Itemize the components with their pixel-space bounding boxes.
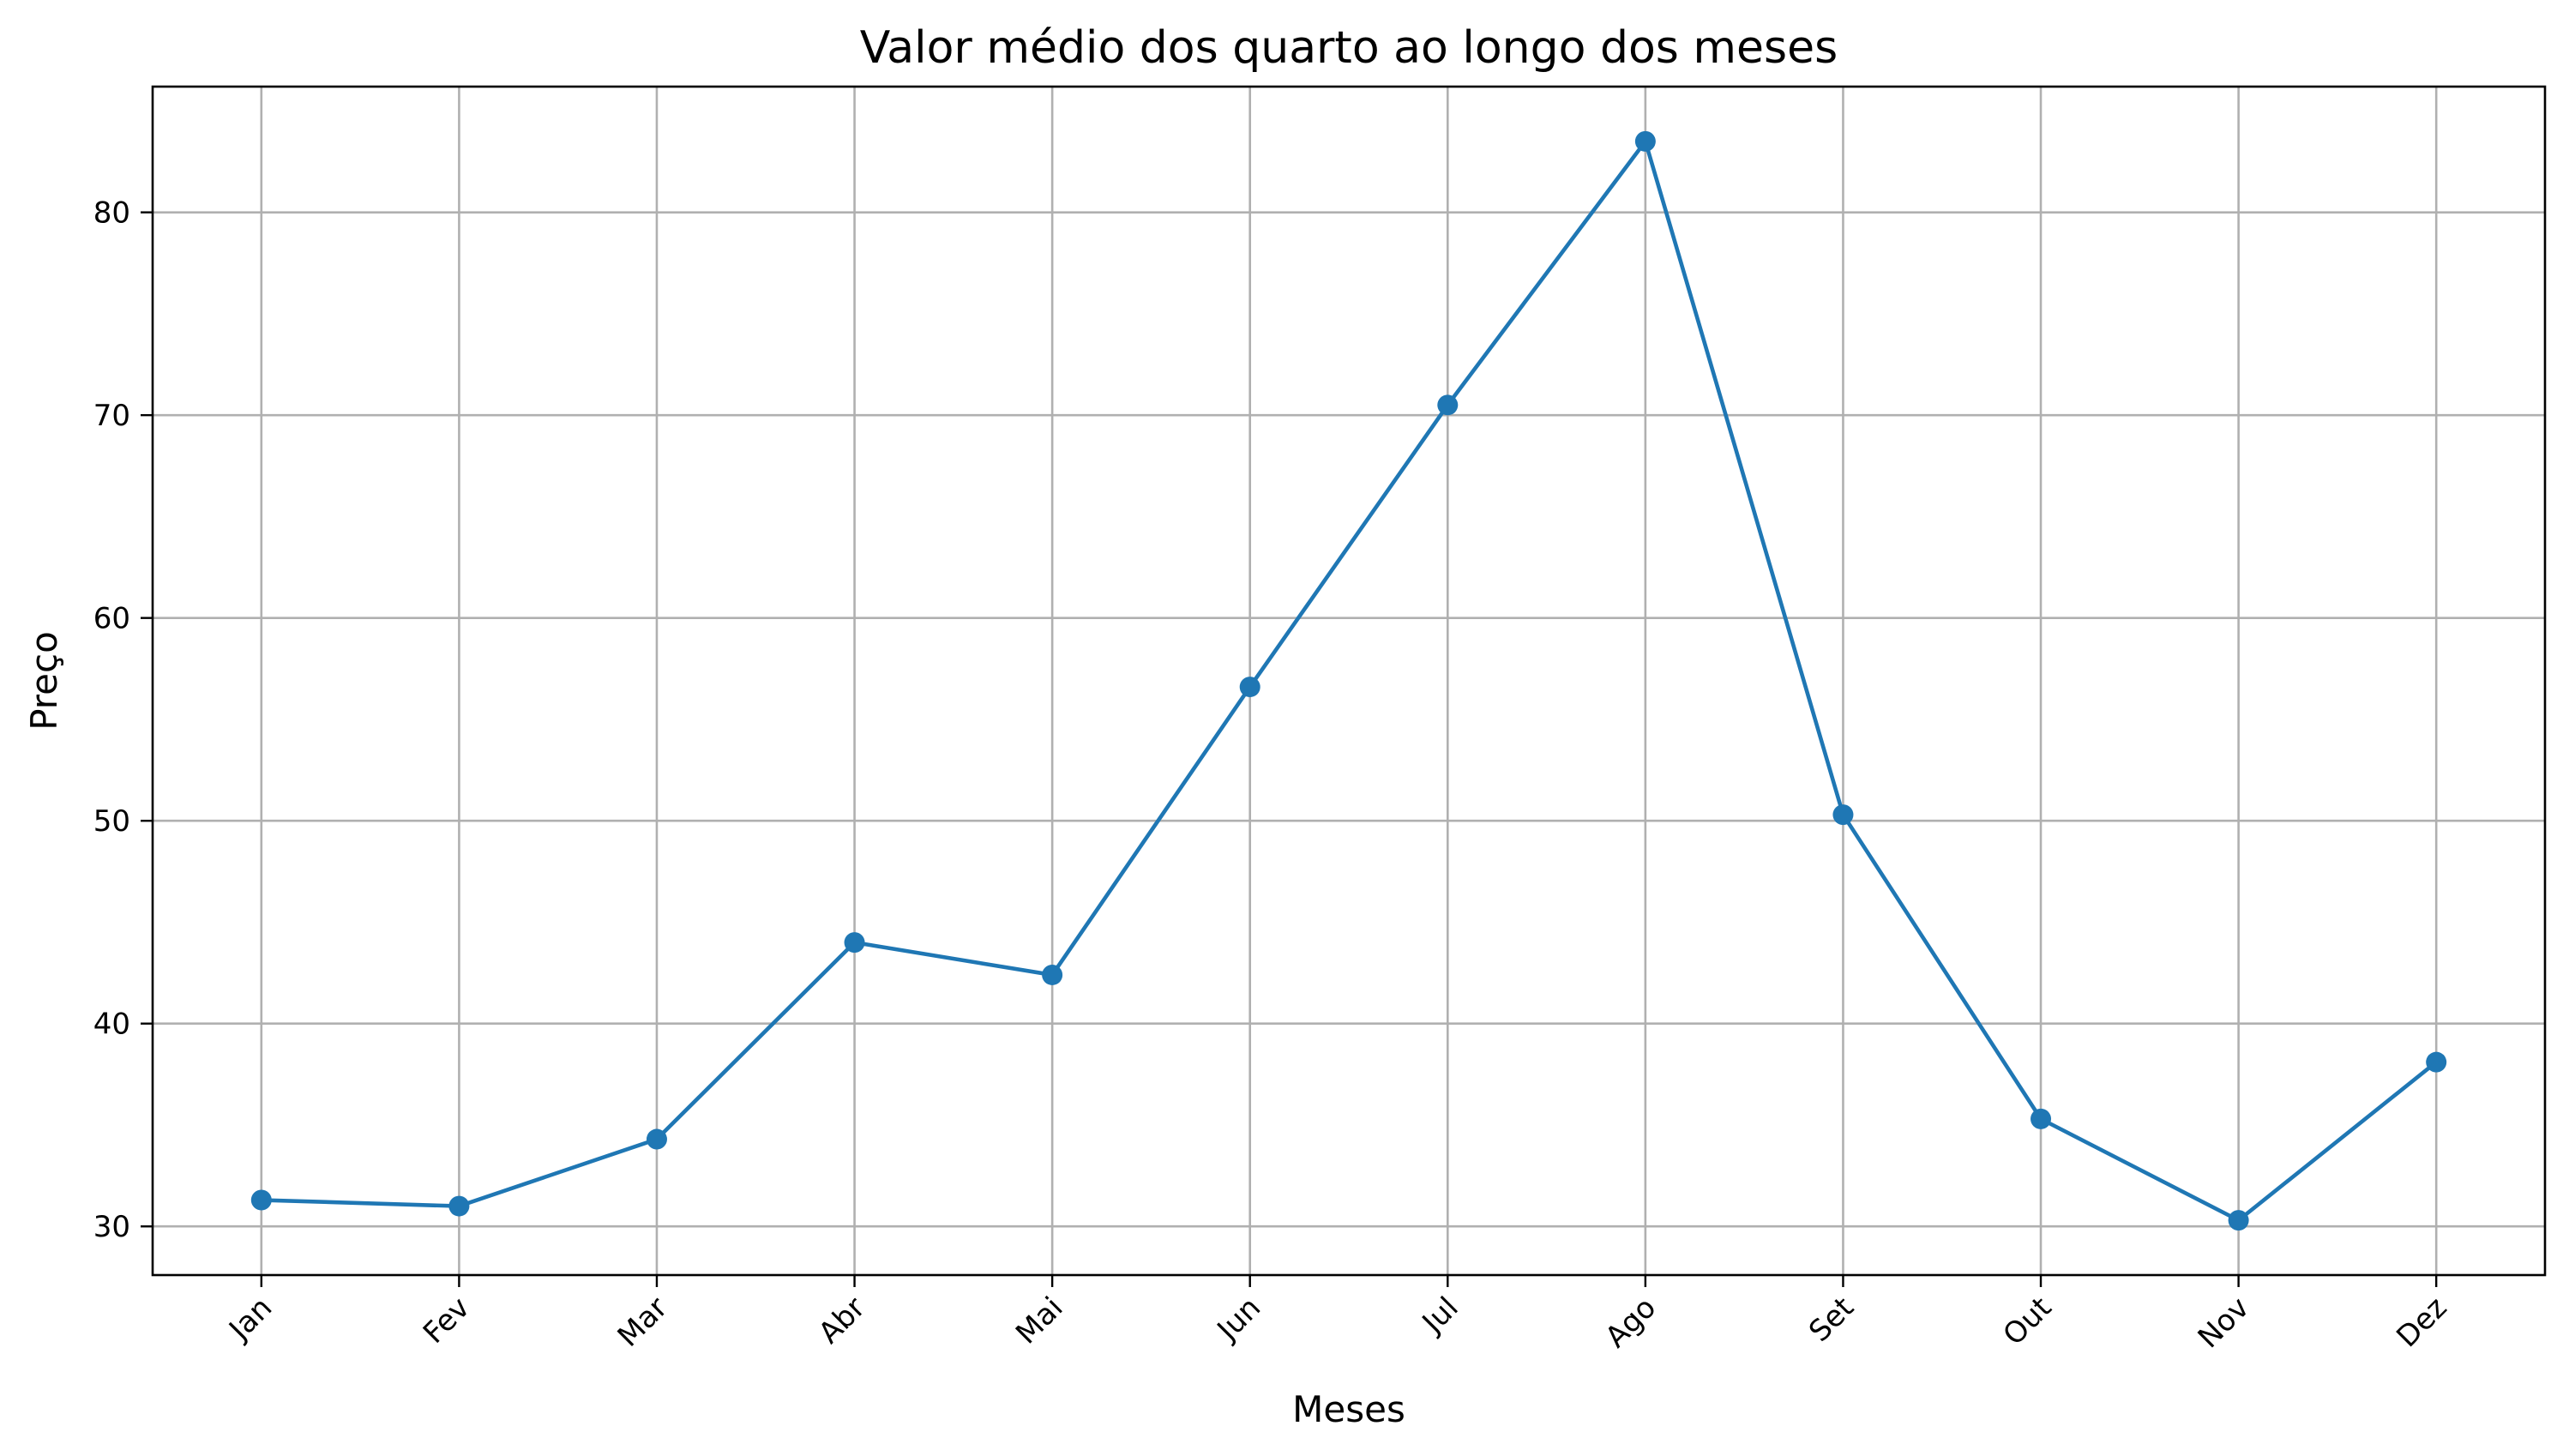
y-tick-label-30: 30 xyxy=(93,1210,130,1244)
y-tick-label-70: 70 xyxy=(93,399,130,433)
y-tick-label-50: 50 xyxy=(93,804,130,839)
data-point-set xyxy=(1832,804,1854,826)
data-point-jun xyxy=(1239,677,1260,698)
data-series xyxy=(250,130,2447,1231)
chart-title: Valor médio dos quarto ao longo dos mese… xyxy=(860,22,1838,74)
data-point-ago xyxy=(1634,130,1656,152)
plot-area-frame xyxy=(151,85,2547,1277)
y-tick-label-60: 60 xyxy=(93,602,130,636)
data-point-fev xyxy=(448,1195,470,1217)
data-point-jan xyxy=(250,1189,272,1211)
series-line-0 xyxy=(259,139,2440,1223)
grid xyxy=(153,87,2545,1275)
y-tick-label-40: 40 xyxy=(93,1008,130,1042)
y-axis-label: Preço xyxy=(23,631,65,731)
data-point-mai xyxy=(1042,964,1063,985)
data-point-nov xyxy=(2228,1210,2249,1231)
data-point-out xyxy=(2031,1108,2052,1129)
x-axis-label: Meses xyxy=(1292,1388,1405,1430)
y-tick-label-80: 80 xyxy=(93,196,130,231)
data-point-jul xyxy=(1437,394,1459,416)
data-point-mar xyxy=(646,1128,667,1150)
data-point-dez xyxy=(2426,1051,2447,1073)
data-point-abr xyxy=(844,932,865,954)
